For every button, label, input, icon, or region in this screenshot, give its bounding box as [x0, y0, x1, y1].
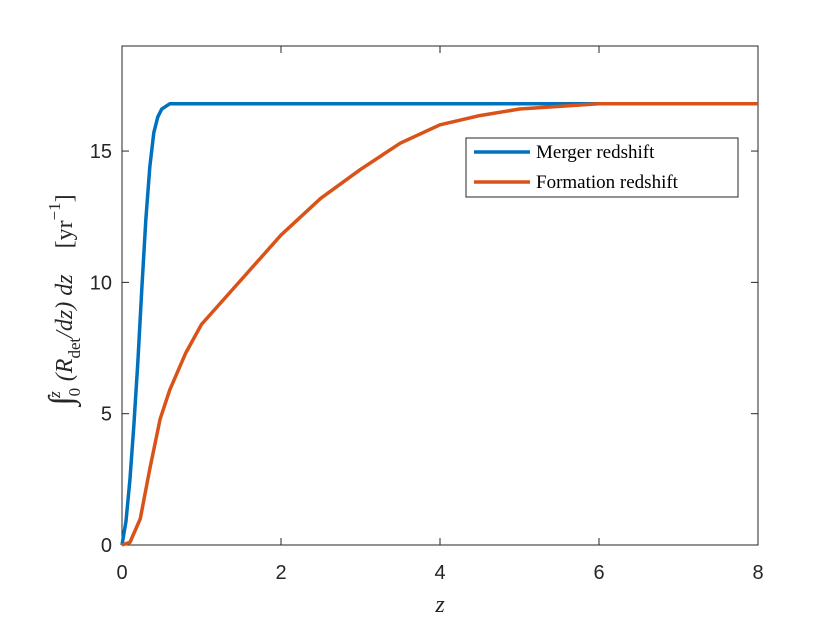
data-line — [120, 102, 758, 546]
x-tick-label: 4 — [434, 562, 445, 584]
y-tick-label: 10 — [90, 272, 112, 294]
y-label-part: /dz) dz — [52, 274, 78, 340]
legend-box — [465, 137, 739, 198]
legend-label: Formation redshift — [536, 172, 679, 193]
y-label-part: [yr — [52, 220, 78, 248]
y-label-part: ] — [52, 194, 78, 202]
y-label-part: z — [45, 391, 64, 399]
y-tick-label: 5 — [101, 404, 112, 426]
y-label-part: det — [65, 338, 84, 359]
legend: Merger redshift Formation redshift — [465, 137, 739, 198]
legend-label: Merger redshift — [536, 142, 655, 163]
y-label-part: 0 — [65, 388, 84, 397]
y-axis-label: ∫0z (Rdet/dz) dz [yr−1] — [43, 194, 84, 407]
y-tick-label: 0 — [101, 535, 112, 557]
y-label-part: ∫ — [43, 394, 82, 408]
x-tick-label: 0 — [116, 562, 127, 584]
y-tick-label: 15 — [90, 141, 112, 163]
x-tick-label: 8 — [752, 562, 763, 584]
y-label-part: −1 — [45, 202, 64, 220]
data-line — [121, 102, 758, 547]
plot-area — [121, 45, 759, 546]
x-tick-label: 6 — [593, 562, 604, 584]
x-tick-label: 2 — [275, 562, 286, 584]
x-axis-label: z — [434, 592, 445, 618]
y-label-part: (R — [52, 358, 78, 381]
